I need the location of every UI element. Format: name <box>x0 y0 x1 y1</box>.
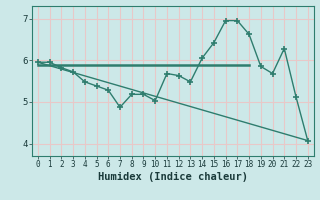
X-axis label: Humidex (Indice chaleur): Humidex (Indice chaleur) <box>98 172 248 182</box>
